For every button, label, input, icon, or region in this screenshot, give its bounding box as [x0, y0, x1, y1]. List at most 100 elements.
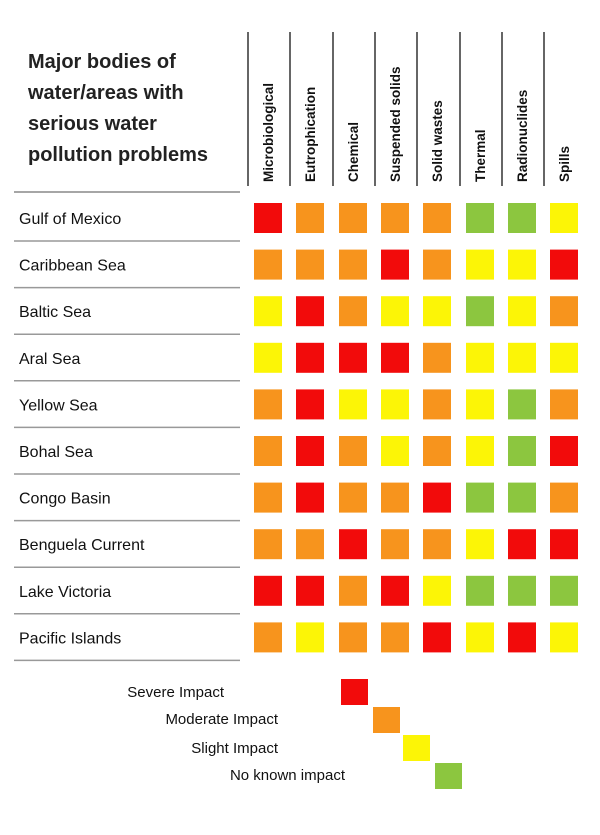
row-label-aral-sea: Aral Sea [19, 351, 80, 368]
heatmap-cell-caribbean-sea-radionuclides [508, 249, 536, 280]
heatmap-cell-gulf-of-mexico-microbiological [254, 203, 282, 233]
heatmap-cell-aral-sea-chemical [339, 342, 367, 373]
heatmap-cell-pacific-islands-thermal [466, 622, 494, 653]
row-label-yellow-sea: Yellow Sea [19, 397, 98, 414]
heatmap-cells [254, 203, 578, 653]
heatmap-cell-benguela-current-thermal [466, 529, 494, 560]
heatmap-cell-yellow-sea-spills [550, 389, 578, 420]
row-label-gulf-of-mexico: Gulf of Mexico [19, 211, 121, 228]
heatmap-cell-caribbean-sea-chemical [339, 249, 367, 280]
heatmap-cell-congo-basin-chemical [339, 482, 367, 513]
row-label-caribbean-sea: Caribbean Sea [19, 258, 126, 275]
heatmap-cell-bohal-sea-chemical [339, 436, 367, 466]
column-label-radionuclides: Radionuclides [515, 90, 530, 182]
heatmap-cell-pacific-islands-suspended-solids [381, 622, 409, 653]
legend-swatch-moderate [373, 707, 400, 733]
heatmap-cell-baltic-sea-eutrophication [296, 296, 324, 327]
heatmap-cell-gulf-of-mexico-radionuclides [508, 203, 536, 233]
heatmap-cell-lake-victoria-suspended-solids [381, 575, 409, 606]
row-label-benguela-current: Benguela Current [19, 537, 145, 554]
heatmap-cell-baltic-sea-chemical [339, 296, 367, 327]
legend-swatch-slight [403, 735, 430, 761]
heatmap-cell-congo-basin-thermal [466, 482, 494, 513]
heatmap-cell-congo-basin-microbiological [254, 482, 282, 513]
heatmap-cell-baltic-sea-microbiological [254, 296, 282, 327]
heatmap-cell-caribbean-sea-microbiological [254, 249, 282, 280]
column-label-thermal: Thermal [473, 129, 488, 182]
heatmap-cell-bohal-sea-radionuclides [508, 436, 536, 466]
row-label-lake-victoria: Lake Victoria [19, 584, 111, 601]
row-label-congo-basin: Congo Basin [19, 491, 111, 508]
heatmap-cell-pacific-islands-eutrophication [296, 622, 324, 653]
heatmap-cell-aral-sea-eutrophication [296, 342, 324, 373]
heatmap-cell-lake-victoria-microbiological [254, 575, 282, 606]
heatmap-cell-yellow-sea-eutrophication [296, 389, 324, 420]
heatmap-cell-congo-basin-eutrophication [296, 482, 324, 513]
heatmap-cell-benguela-current-chemical [339, 529, 367, 560]
heatmap-cell-pacific-islands-radionuclides [508, 622, 536, 653]
legend-label-severe: Severe Impact [127, 684, 225, 701]
heatmap-cell-congo-basin-radionuclides [508, 482, 536, 513]
heatmap-cell-benguela-current-radionuclides [508, 529, 536, 560]
heatmap-cell-benguela-current-solid-wastes [423, 529, 451, 560]
title-line-1: Major bodies of [28, 51, 176, 73]
heatmap-cell-congo-basin-suspended-solids [381, 482, 409, 513]
heatmap-cell-lake-victoria-solid-wastes [423, 575, 451, 606]
heatmap-cell-bohal-sea-suspended-solids [381, 436, 409, 466]
heatmap-cell-baltic-sea-radionuclides [508, 296, 536, 327]
heatmap-cell-gulf-of-mexico-thermal [466, 203, 494, 233]
column-label-eutrophication: Eutrophication [303, 87, 318, 182]
heatmap-cell-yellow-sea-chemical [339, 389, 367, 420]
heatmap-cell-aral-sea-radionuclides [508, 342, 536, 373]
heatmap-cell-aral-sea-thermal [466, 342, 494, 373]
heatmap-cell-caribbean-sea-eutrophication [296, 249, 324, 280]
column-headers: Microbiological Eutrophication Chemical Sus… [261, 66, 572, 182]
heatmap-cell-yellow-sea-suspended-solids [381, 389, 409, 420]
heatmap-cell-lake-victoria-chemical [339, 575, 367, 606]
heatmap-cell-benguela-current-eutrophication [296, 529, 324, 560]
heatmap-cell-yellow-sea-microbiological [254, 389, 282, 420]
heatmap-cell-gulf-of-mexico-spills [550, 203, 578, 233]
chart-title: Major bodies of water/areas with serious… [27, 51, 208, 166]
title-line-2: water/areas with [27, 82, 184, 104]
row-label-baltic-sea: Baltic Sea [19, 304, 91, 321]
heatmap-cell-aral-sea-spills [550, 342, 578, 373]
row-label-pacific-islands: Pacific Islands [19, 630, 121, 647]
heatmap-cell-baltic-sea-spills [550, 296, 578, 327]
legend: Severe Impact Moderate Impact Slight Impac… [127, 679, 462, 789]
heatmap-cell-aral-sea-solid-wastes [423, 342, 451, 373]
row-label-bohal-sea: Bohal Sea [19, 444, 93, 461]
legend-swatch-severe [341, 679, 368, 705]
heatmap-cell-pacific-islands-chemical [339, 622, 367, 653]
heatmap-cell-baltic-sea-thermal [466, 296, 494, 327]
heatmap-cell-bohal-sea-spills [550, 436, 578, 466]
heatmap-cell-caribbean-sea-suspended-solids [381, 249, 409, 280]
heatmap-cell-benguela-current-microbiological [254, 529, 282, 560]
legend-swatch-none [435, 763, 462, 789]
heatmap-cell-lake-victoria-eutrophication [296, 575, 324, 606]
heatmap-cell-gulf-of-mexico-eutrophication [296, 203, 324, 233]
heatmap-cell-benguela-current-spills [550, 529, 578, 560]
column-label-suspended-solids: Suspended solids [388, 66, 403, 182]
heatmap-cell-baltic-sea-solid-wastes [423, 296, 451, 327]
heatmap-cell-bohal-sea-solid-wastes [423, 436, 451, 466]
heatmap-cell-gulf-of-mexico-solid-wastes [423, 203, 451, 233]
legend-label-slight: Slight Impact [191, 740, 279, 757]
heatmap-cell-pacific-islands-spills [550, 622, 578, 653]
column-label-spills: Spills [557, 146, 572, 182]
heatmap-cell-bohal-sea-microbiological [254, 436, 282, 466]
heatmap-cell-gulf-of-mexico-chemical [339, 203, 367, 233]
legend-label-moderate: Moderate Impact [165, 711, 278, 728]
heatmap-cell-congo-basin-solid-wastes [423, 482, 451, 513]
heatmap-cell-yellow-sea-radionuclides [508, 389, 536, 420]
title-line-3: serious water [28, 113, 157, 135]
heatmap-cell-caribbean-sea-solid-wastes [423, 249, 451, 280]
row-labels: Gulf of Mexico Caribbean Sea Baltic Sea Ara… [19, 211, 145, 647]
heatmap-cell-caribbean-sea-spills [550, 249, 578, 280]
column-separators [247, 32, 545, 186]
heatmap-cell-caribbean-sea-thermal [466, 249, 494, 280]
heatmap-cell-benguela-current-suspended-solids [381, 529, 409, 560]
column-label-chemical: Chemical [346, 122, 361, 182]
heatmap-cell-lake-victoria-radionuclides [508, 575, 536, 606]
